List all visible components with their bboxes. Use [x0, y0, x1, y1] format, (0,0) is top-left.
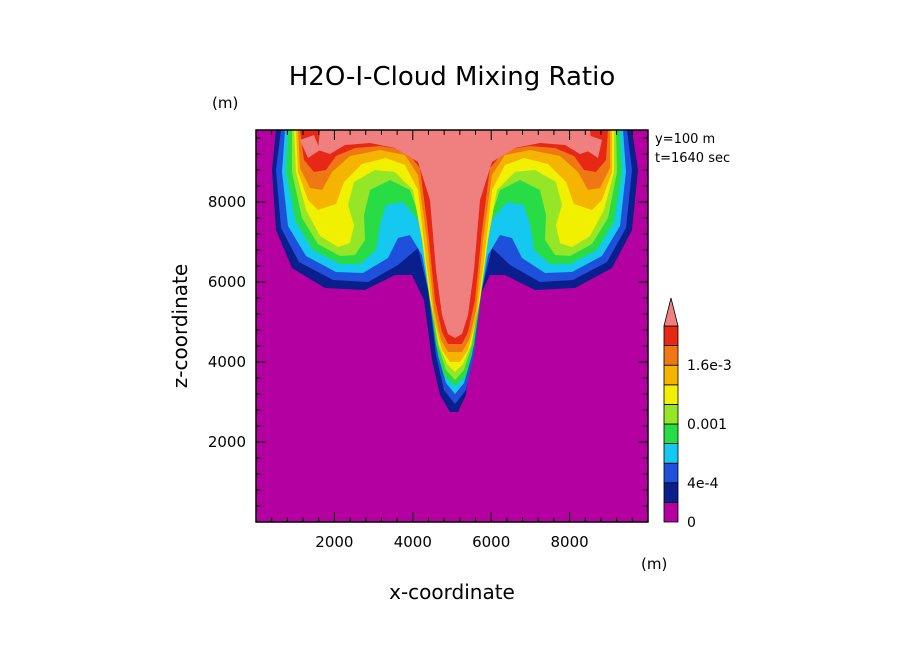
axis-ticks — [256, 130, 648, 522]
x-unit-label: (m) — [641, 555, 667, 573]
colorbar-bin — [663, 345, 679, 366]
colorbar-bin — [663, 443, 679, 464]
colorbar-tick-label: 0.001 — [687, 417, 727, 433]
contour-level-10 — [318, 130, 592, 338]
colorbar-tick-label: 4e-4 — [687, 476, 719, 492]
colorbar-bin — [663, 501, 679, 523]
annotation-t: t=1640 sec — [655, 151, 730, 166]
colorbar-bin — [663, 403, 679, 425]
core-lobe-right — [586, 135, 602, 158]
colorbar-extend-triangle — [663, 297, 679, 327]
y-tick-label: 6000 — [208, 273, 246, 291]
colorbar-tick-label: 0 — [687, 515, 696, 531]
annotation-y: y=100 m — [655, 132, 715, 147]
colorbar-labels: 0 4e-4 0.001 1.6e-3 — [687, 358, 732, 531]
colorbar-bin — [663, 325, 679, 347]
core-lobe-left — [300, 135, 320, 158]
y-tick-label: 2000 — [208, 433, 246, 451]
colorbar-bin — [663, 384, 679, 405]
x-tick-label: 8000 — [551, 533, 589, 551]
axis-tick-labels: 2000 4000 6000 8000 2000 4000 6000 8000 — [208, 193, 589, 551]
y-tick-label: 4000 — [208, 353, 246, 371]
colorbar-bin — [663, 482, 679, 503]
colorbar-tick-label: 1.6e-3 — [687, 358, 732, 374]
contour-field — [256, 130, 648, 522]
y-unit-label: (m) — [212, 94, 238, 112]
x-tick-label: 4000 — [394, 533, 432, 551]
colorbar-bin — [663, 364, 679, 386]
x-tick-label: 6000 — [472, 533, 510, 551]
chart-title: H2O-I-Cloud Mixing Ratio — [289, 62, 616, 92]
y-tick-label: 8000 — [208, 193, 246, 211]
colorbar-bin — [663, 462, 679, 484]
x-tick-label: 2000 — [315, 533, 353, 551]
plot-frame — [255, 129, 649, 523]
x-axis-label: x-coordinate — [389, 580, 515, 604]
y-axis-label: z-coordinate — [168, 264, 192, 388]
colorbar-bin — [663, 423, 679, 445]
colorbar — [663, 297, 679, 523]
